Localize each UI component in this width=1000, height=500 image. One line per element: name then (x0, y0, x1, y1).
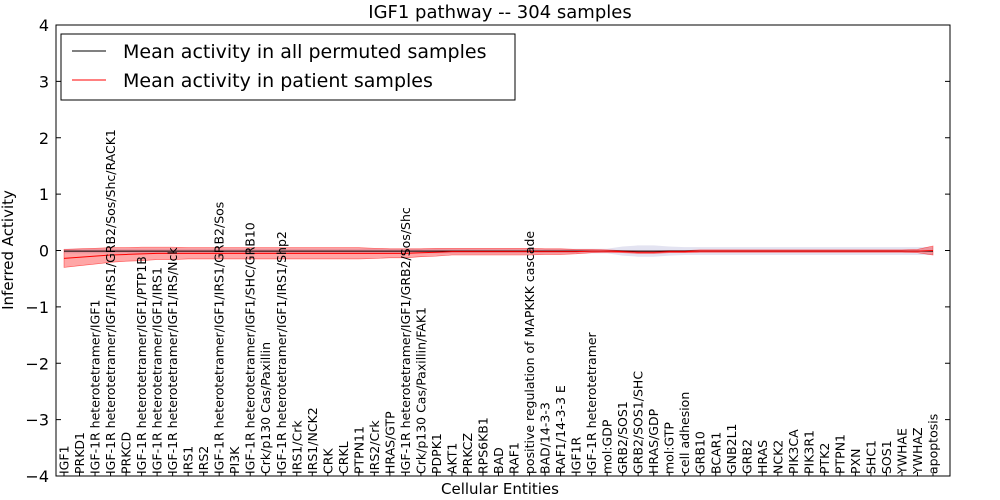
x-tick-label: SHC1 (863, 440, 878, 474)
x-tick-label: Crk/p130 Cas/Paxillin (258, 342, 273, 474)
x-tick-label: CRKL (336, 441, 351, 474)
legend-label-permuted: Mean activity in all permuted samples (123, 41, 486, 63)
x-tick-label: PDPK1 (429, 433, 444, 474)
x-tick-label: GRB2 (739, 439, 754, 474)
x-tick-label: PRKCD (119, 432, 134, 474)
x-tick-label: IGF-1R heterotetramer/IGF1/GRB2/Sos/Shc (398, 207, 413, 474)
x-tick-label: IGF-1R heterotetramer/IGF1/IRS1/Shp2 (274, 231, 289, 474)
x-tick-label: BCAR1 (708, 432, 723, 474)
x-tick-label: GRB2/SOS1/SHC (631, 371, 646, 474)
y-tick-label: 3 (39, 72, 49, 91)
x-tick-label: IGF-1R heterotetramer/IGF1/IRS1 (150, 267, 165, 474)
x-tick-label: IRS1 (181, 446, 196, 474)
x-tick-label: IGF-1R heterotetramer/IGF1 (88, 300, 103, 474)
series-line-patient (63, 250, 934, 259)
x-tick-label: PTK2 (817, 443, 832, 474)
x-tick-label: IGF-1R heterotetramer (584, 331, 599, 474)
x-tick-label: apoptosis (926, 414, 941, 474)
x-tick-label: positive regulation of MAPKKK cascade (522, 231, 537, 474)
x-tick-label: NCK2 (770, 440, 785, 474)
x-tick-label: PRKD1 (72, 432, 87, 474)
x-tick-label: Crk/p130 Cas/Paxillin/FAK1 (413, 307, 428, 474)
x-axis-ticks (63, 472, 934, 476)
x-tick-label: PTPN1 (832, 434, 847, 474)
x-tick-label: YWHAZ (910, 427, 925, 475)
x-tick-label: PTPN11 (351, 426, 366, 474)
x-tick-label: HRAS (755, 440, 770, 474)
x-tick-label: AKT1 (444, 443, 459, 474)
x-tick-label: IGF1 (57, 445, 72, 474)
x-tick-label: CRK (320, 448, 335, 474)
x-tick-label: PXN (848, 449, 863, 474)
x-tick-label: IRS2 (196, 446, 211, 474)
x-tick-label: IRS2/Crk (367, 420, 382, 474)
x-tick-label: PI3K (227, 446, 242, 474)
x-tick-label: IRS1/NCK2 (305, 407, 320, 474)
x-tick-label: RPS6KB1 (475, 417, 490, 474)
x-axis-label: Cellular Entities (441, 480, 559, 498)
y-axis-ticks: −4 −3 −2 −1 0 1 2 3 4 (25, 16, 950, 486)
y-tick-label: −3 (25, 411, 49, 430)
y-tick-label: 1 (39, 185, 49, 204)
x-tick-label: BAD (491, 447, 506, 474)
x-tick-label: SOS1 (879, 440, 894, 474)
x-tick-label: GNB2L1 (724, 424, 739, 474)
x-tick-label: IGF-1R heterotetramer/IGF1/IRS/Nck (165, 247, 180, 474)
x-tick-label: PRKCZ (460, 433, 475, 474)
y-tick-label: 4 (39, 16, 49, 35)
x-tick-label: IGF-1R heterotetramer/IGF1/IRS1/GRB2/Sos (212, 202, 227, 474)
y-axis-label: Inferred Activity (0, 190, 17, 310)
x-tick-label: RAF1 (507, 442, 522, 474)
x-tick-label: IGF1R (569, 436, 584, 474)
confidence-bands (63, 245, 934, 268)
x-axis-tick-labels: IGF1 PRKD1 IGF-1R heterotetramer/IGF1 IGF-1… (57, 129, 941, 475)
x-tick-label: BAD/14-3-3 (538, 402, 553, 474)
x-tick-label: cell adhesion (677, 392, 692, 474)
y-tick-label: 2 (39, 129, 49, 148)
y-tick-label: −4 (25, 467, 49, 486)
x-tick-label: IRS1/Crk (289, 420, 304, 474)
y-tick-label: −1 (25, 298, 49, 317)
plot-area-frame (55, 24, 951, 477)
x-tick-label: PIK3R1 (801, 430, 816, 474)
x-tick-label: mol:GTP (662, 422, 677, 474)
y-tick-label: 0 (39, 242, 49, 261)
series-lines (63, 250, 934, 259)
legend: Mean activity in all permuted samples Me… (60, 33, 516, 101)
x-tick-label: RAF1/14-3-3 E (553, 385, 568, 474)
x-tick-label: IGF-1R heterotetramer/IGF1/IRS1/GRB2/Sos… (103, 129, 118, 474)
x-tick-label: HRAS/GDP (646, 408, 661, 474)
chart-title: IGF1 pathway -- 304 samples (368, 2, 631, 23)
legend-label-patient: Mean activity in patient samples (123, 70, 433, 92)
x-tick-label: HRAS/GTP (382, 411, 397, 474)
x-tick-label: YWHAE (894, 428, 909, 475)
x-tick-label: GRB2/SOS1 (615, 401, 630, 474)
x-tick-label: IGF-1R heterotetramer/IGF1/PTP1B (134, 256, 149, 474)
y-tick-label: −2 (25, 354, 49, 373)
x-tick-label: mol:GDP (600, 419, 615, 474)
legend-box (60, 33, 516, 101)
x-tick-label: PIK3CA (786, 429, 801, 474)
x-tick-label: GRB10 (693, 431, 708, 474)
x-tick-label: IGF-1R heterotetramer/IGF1/SHC/GRB10 (243, 222, 258, 474)
